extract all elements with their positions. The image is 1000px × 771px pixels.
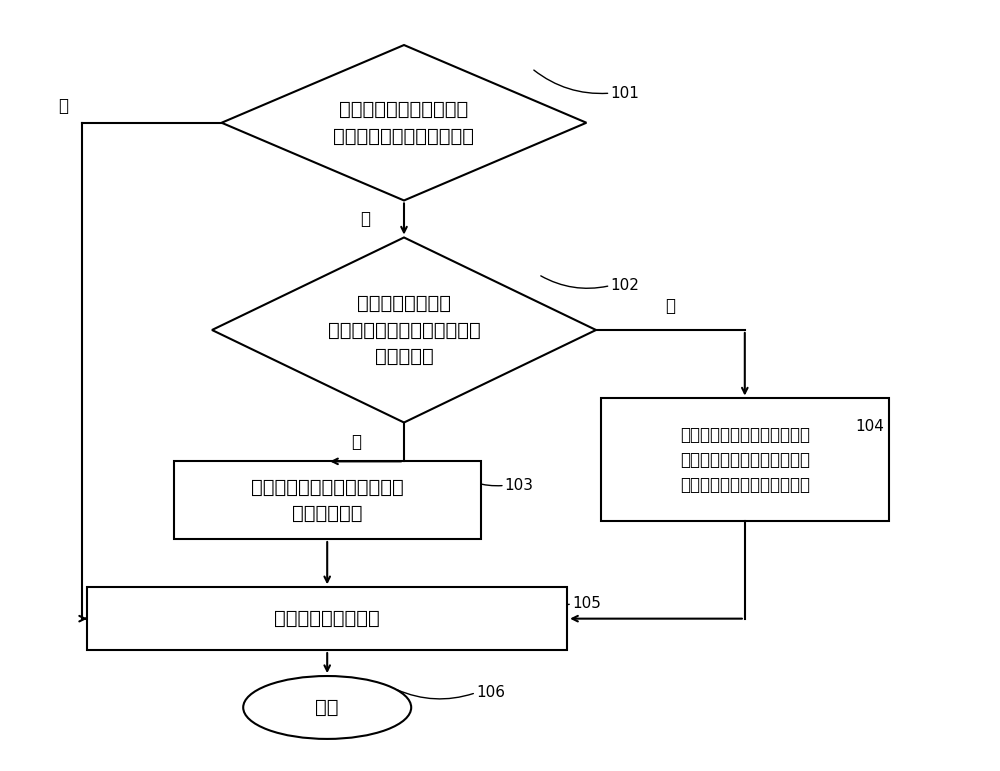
- Text: 从空闲内存区中划出一个相应
类型的页面簇: 从空闲内存区中划出一个相应 类型的页面簇: [251, 477, 404, 523]
- Text: 检查该种字节数分片类型
的页面簇中是否有空闲分片: 检查该种字节数分片类型 的页面簇中是否有空闲分片: [334, 100, 475, 146]
- Text: 判断空闲内存区占
整个内存空间的比例是否小于
等于设定值: 判断空闲内存区占 整个内存空间的比例是否小于 等于设定值: [328, 294, 480, 366]
- Text: 否: 否: [351, 433, 361, 451]
- Text: 106: 106: [476, 685, 505, 700]
- Polygon shape: [222, 45, 586, 200]
- Text: 有: 有: [58, 97, 68, 116]
- Text: 102: 102: [610, 278, 639, 293]
- Text: 101: 101: [610, 86, 639, 101]
- Ellipse shape: [243, 676, 411, 739]
- Text: 结束: 结束: [315, 698, 339, 717]
- FancyBboxPatch shape: [601, 399, 889, 520]
- Text: 103: 103: [505, 478, 534, 493]
- FancyBboxPatch shape: [174, 461, 481, 539]
- FancyBboxPatch shape: [87, 588, 567, 650]
- Text: 105: 105: [572, 596, 601, 611]
- Text: 无: 无: [361, 210, 371, 228]
- Text: 是: 是: [665, 297, 675, 315]
- Polygon shape: [212, 237, 596, 423]
- Text: 从其他类型的页面簇中找出所
有分片均处于空闲的页面簇，
将其改变为所需类型的页面簇: 从其他类型的页面簇中找出所 有分片均处于空闲的页面簇， 将其改变为所需类型的页面…: [680, 426, 810, 493]
- Text: 从页面簇中分配分片: 从页面簇中分配分片: [274, 609, 380, 628]
- Text: 104: 104: [855, 419, 884, 434]
